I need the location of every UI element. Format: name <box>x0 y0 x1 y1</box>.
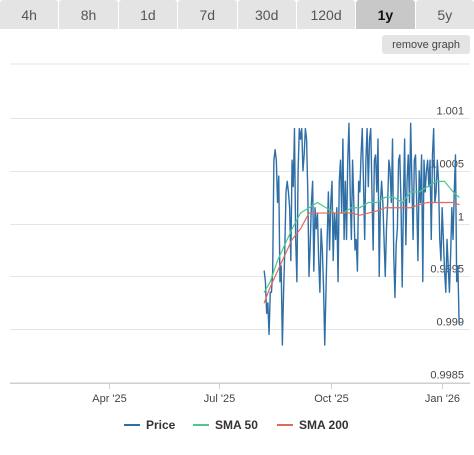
legend-item-price[interactable]: Price <box>124 418 175 432</box>
y-tick-label: 0.999 <box>436 317 464 329</box>
y-tick-label: 1.0005 <box>430 159 464 171</box>
tab-1y[interactable]: 1y <box>356 0 415 29</box>
legend-swatch-sma-200 <box>277 424 293 426</box>
tab-4h[interactable]: 4h <box>0 0 59 29</box>
tab-30d[interactable]: 30d <box>237 0 296 29</box>
y-tick-label: 0.9985 <box>430 370 464 382</box>
x-tick-label: Jan '26 <box>425 393 460 405</box>
x-tick-label: Apr '25 <box>92 393 127 405</box>
legend-label-price: Price <box>146 418 176 432</box>
series-line-sma-200 <box>263 201 460 304</box>
y-tick-label: 0.9995 <box>430 264 464 276</box>
x-axis: Apr '25 Jul '25 Oct '25 Jan '26 <box>10 383 470 405</box>
chart-legend: Price SMA 50 SMA 200 <box>0 418 474 438</box>
y-tick-label: 1 <box>458 212 464 224</box>
tab-1d[interactable]: 1d <box>118 0 178 29</box>
x-tick-label: Jul '25 <box>204 393 235 405</box>
legend-swatch-sma-50 <box>193 424 209 426</box>
series-line-sma-50 <box>263 180 460 293</box>
tab-120d[interactable]: 120d <box>296 0 356 29</box>
series-line-price <box>263 122 460 346</box>
tab-7d[interactable]: 7d <box>178 0 237 29</box>
legend-label-sma-50: SMA 50 <box>215 418 258 432</box>
x-tick-label: Oct '25 <box>314 393 349 405</box>
chart-series <box>263 122 460 346</box>
time-range-tabs: 4h 8h 1d 7d 30d 120d 1y 5y <box>0 0 474 29</box>
legend-item-sma-200[interactable]: SMA 200 <box>277 418 349 432</box>
legend-label-sma-200: SMA 200 <box>299 418 349 432</box>
y-tick-label: 1.001 <box>436 106 464 118</box>
legend-swatch-price <box>124 424 140 426</box>
remove-graph-button[interactable]: remove graph <box>382 35 470 54</box>
legend-item-sma-50[interactable]: SMA 50 <box>193 418 258 432</box>
tab-8h[interactable]: 8h <box>59 0 118 29</box>
y-axis-labels: 1.001 1.0005 1 0.9995 0.999 0.9985 <box>430 106 464 382</box>
tab-5y[interactable]: 5y <box>415 0 474 29</box>
